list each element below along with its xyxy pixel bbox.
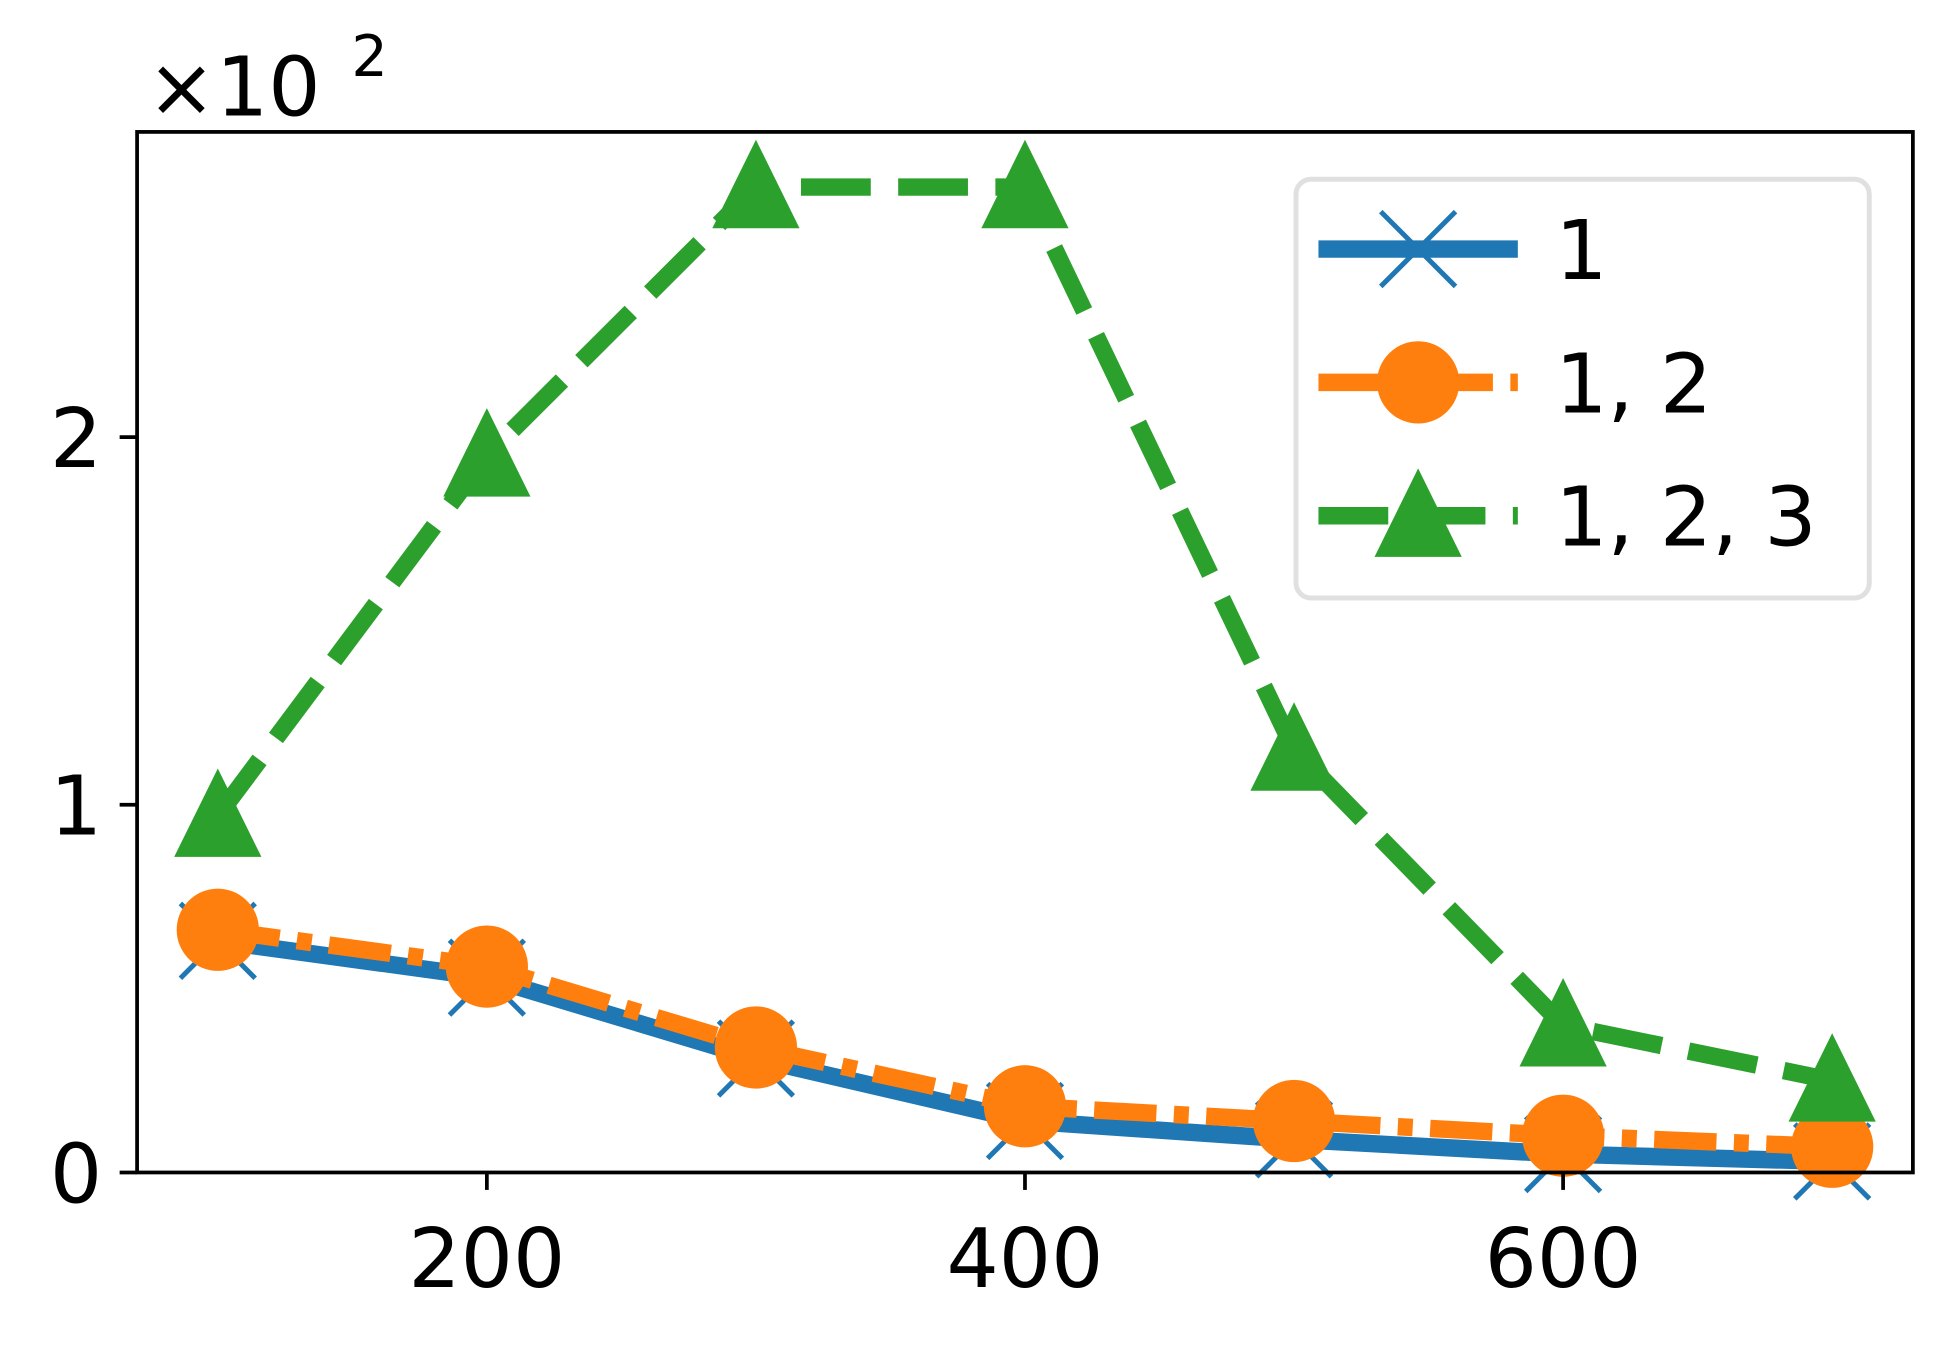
x-tick-label: 200 (408, 1212, 565, 1307)
data-point (714, 1006, 798, 1089)
legend-entry: 1, 2 (1318, 337, 1712, 432)
data-point (176, 888, 259, 971)
legend-marker (1378, 209, 1458, 289)
series-1 (178, 901, 1872, 1201)
data-point (983, 1065, 1067, 1148)
legend-label: 1, 2 (1555, 337, 1712, 432)
x-tick-label: 600 (1485, 1212, 1642, 1307)
y-tick-label: 2 (50, 392, 102, 487)
series-2 (176, 888, 1874, 1188)
series-3 (174, 139, 1876, 1122)
legend-entry: 1, 2, 3 (1318, 468, 1817, 566)
x-tick-label: 400 (946, 1212, 1103, 1307)
axes-layer: 200 400 600 0 1 2 (50, 392, 1642, 1307)
legend-entry: 1 (1318, 204, 1608, 299)
x-marker-stroke (1378, 209, 1458, 289)
y-multiplier-exponent: 2 (351, 23, 387, 90)
data-point (981, 139, 1069, 229)
series-layer (174, 139, 1876, 1201)
data-point (712, 139, 800, 229)
data-point (174, 768, 262, 857)
legend-marker (1374, 468, 1462, 557)
data-point (1521, 1094, 1605, 1177)
y-tick-label: 0 (50, 1127, 102, 1222)
legend-label: 1, 2, 3 (1555, 471, 1817, 566)
data-point (1519, 978, 1607, 1067)
y-multiplier-base: ×10 (147, 41, 321, 136)
legend-frame (1293, 176, 1872, 601)
y-tick-label: 1 (50, 760, 102, 855)
legend-label: 1 (1555, 204, 1607, 299)
data-point (1791, 1105, 1874, 1188)
data-point (445, 925, 528, 1008)
data-point (1252, 1079, 1336, 1163)
data-point (1250, 702, 1338, 791)
y-multiplier: ×10 2 (147, 23, 388, 136)
data-point (1788, 1033, 1876, 1122)
data-point (443, 408, 531, 497)
legend-marker (1377, 341, 1460, 424)
legend: 1 1, 2 1, 2, 3 (1293, 176, 1872, 601)
